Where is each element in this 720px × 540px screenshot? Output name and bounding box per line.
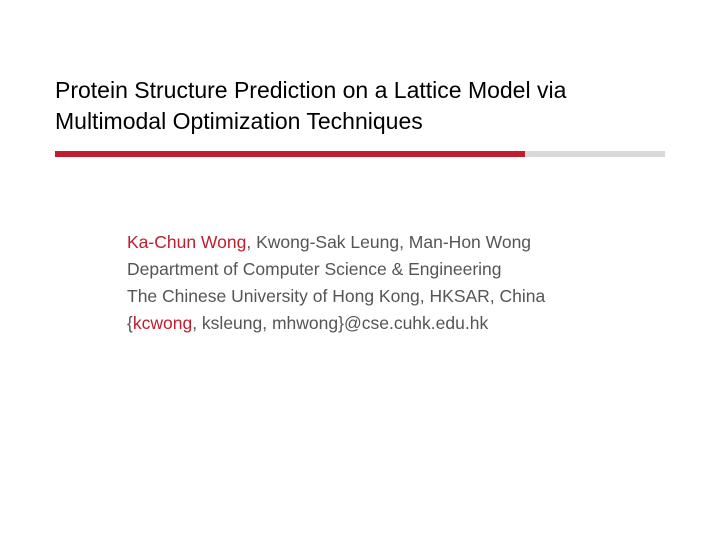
emails-rest: , ksleung, mhwong}@cse.cuhk.edu.hk (192, 313, 488, 333)
underline-accent (55, 151, 525, 157)
slide: Protein Structure Prediction on a Lattic… (0, 0, 720, 540)
body-block: Ka-Chun Wong, Kwong-Sak Leung, Man-Hon W… (127, 229, 665, 338)
emails-line: {kcwong, ksleung, mhwong}@cse.cuhk.edu.h… (127, 310, 665, 337)
authors-line: Ka-Chun Wong, Kwong-Sak Leung, Man-Hon W… (127, 229, 665, 256)
department-line: Department of Computer Science & Enginee… (127, 256, 665, 283)
title-underline (55, 151, 665, 157)
email-highlighted: kcwong (133, 313, 192, 333)
author-highlighted: Ka-Chun Wong (127, 232, 246, 252)
underline-gray (525, 151, 665, 157)
authors-rest: , Kwong-Sak Leung, Man-Hon Wong (246, 232, 531, 252)
university-line: The Chinese University of Hong Kong, HKS… (127, 283, 665, 310)
slide-title: Protein Structure Prediction on a Lattic… (55, 75, 665, 137)
